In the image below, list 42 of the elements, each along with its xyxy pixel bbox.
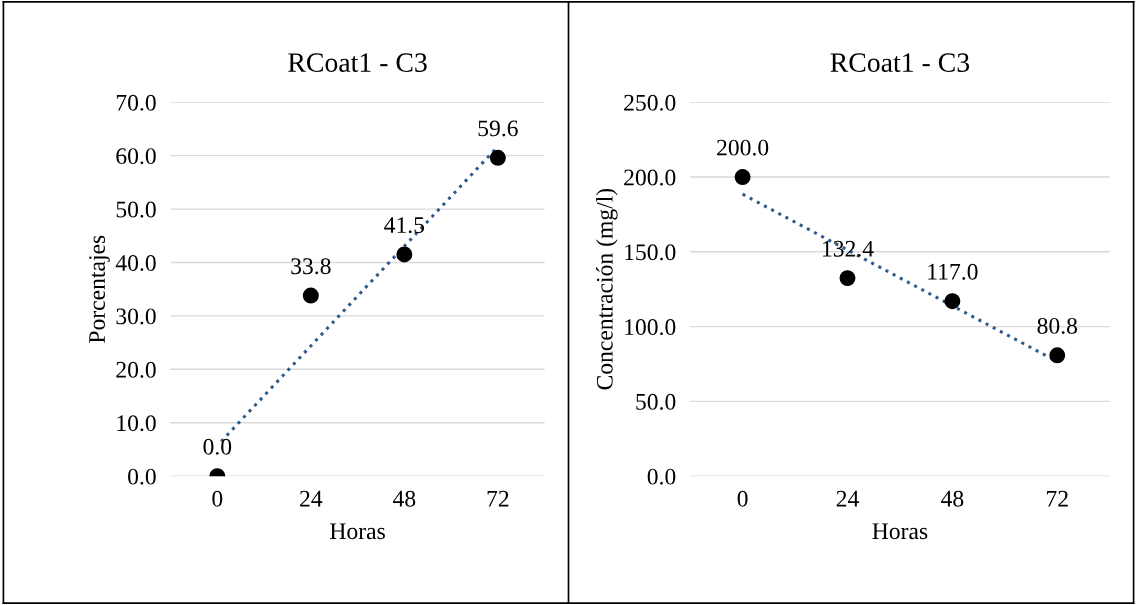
point (1049, 347, 1066, 364)
data-label: 41.5 (384, 217, 425, 234)
data-label: 33.8 (291, 258, 331, 275)
y-tick-label: 200.0 (624, 169, 676, 186)
y-tick-label: 60.0 (116, 148, 156, 165)
y-tick-label: 0.0 (128, 468, 156, 485)
y-tick-label: 20.0 (116, 361, 156, 378)
x-axis-title: Horas (872, 523, 928, 540)
y-tick-label: 10.0 (117, 415, 156, 432)
x-tick-label: 48 (941, 490, 964, 507)
data-label: 200.0 (717, 139, 769, 156)
y-tick-label: 100.0 (625, 319, 676, 336)
data-label: 80.8 (1037, 317, 1078, 334)
y-tick-label: 70.0 (116, 94, 156, 111)
y-tick-label: 50.0 (116, 201, 156, 218)
chart-title: RCoat1 - C3 (830, 53, 970, 72)
chart-title: RCoat1 - C3 (288, 53, 427, 72)
data-label: 117.0 (928, 263, 978, 280)
x-tick-label: 48 (393, 490, 416, 507)
data-label: 0.0 (203, 438, 232, 455)
y-tick-label: 150.0 (625, 244, 676, 261)
x-tick-label: 72 (1047, 490, 1068, 507)
x-tick-label: 24 (300, 490, 323, 507)
y-tick-label: 50.0 (636, 393, 676, 410)
point (944, 293, 961, 310)
y-tick-label: 40.0 (115, 254, 156, 272)
x-axis-title: Horas (330, 523, 385, 540)
y-tick-label: 0.0 (647, 468, 676, 485)
x-tick-label: 24 (836, 490, 859, 507)
point (839, 270, 856, 287)
point (734, 169, 751, 186)
x-tick-label: 72 (487, 490, 509, 507)
data-label: 59.6 (478, 120, 518, 137)
point (396, 246, 413, 263)
point (302, 287, 319, 304)
point (489, 149, 506, 166)
y-axis-title: Porcentajes (89, 235, 110, 343)
y-tick-label: 30.0 (116, 308, 156, 325)
x-tick-label: 0 (212, 490, 223, 507)
x-tick-label: 0 (737, 490, 748, 507)
y-axis-title: Concentración (mg/l) (596, 188, 618, 390)
y-tick-label: 250.0 (624, 94, 676, 111)
